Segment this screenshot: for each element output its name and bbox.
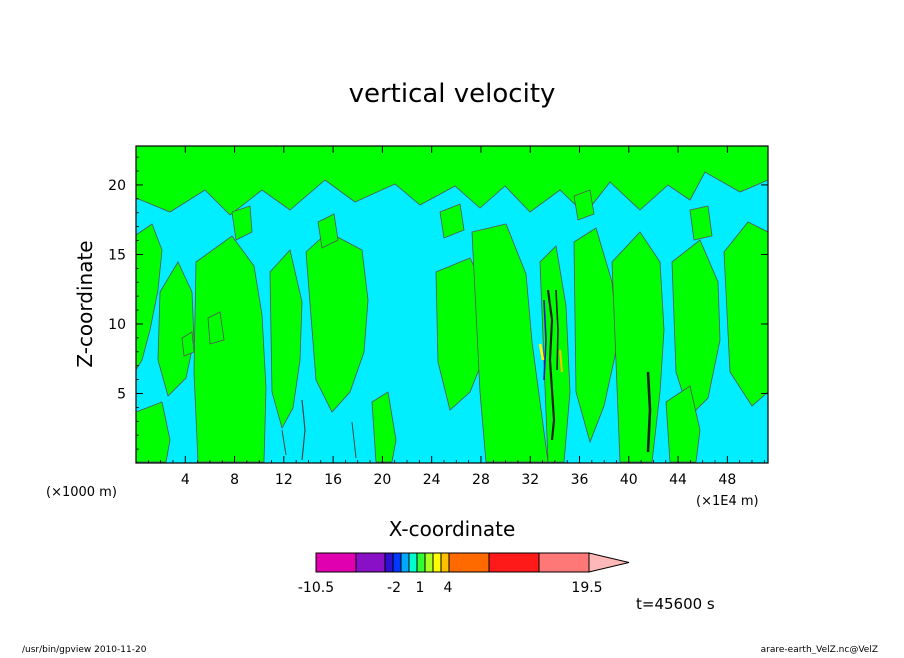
x-tick-label: 16 [324,472,342,488]
x-tick-label: 28 [472,472,490,488]
colorbar-segment [440,552,450,573]
contour-mark [301,399,306,461]
colorbar-segment [408,552,418,573]
x-axis-label: X-coordinate [389,517,516,541]
positive-region [671,239,721,417]
x-tick-label: 8 [230,472,239,488]
colorbar-segment [400,552,410,573]
contour-mark [559,349,563,373]
y-tick-label: 5 [117,386,126,402]
y-tick-label: 10 [108,317,126,333]
x-axis-ticks: 4 8 12 16 20 24 28 32 36 40 44 48 [147,146,765,488]
positive-region [439,203,465,239]
contour-field [136,146,768,463]
x-tick-label: 12 [275,472,293,488]
colorbar-extend-arrow [588,552,630,573]
footer-left: /usr/bin/gpview 2010-11-20 [22,645,147,654]
footer-right: arare-earth_VelZ.nc@VelZ [761,645,878,654]
positive-region [193,235,267,463]
x-tick-label: 20 [373,472,391,488]
colorbar-segment [538,552,590,573]
positive-region [207,311,225,345]
colorbar-label: -2 [387,580,401,596]
contour-mark [546,289,556,441]
x-tick-label: 48 [718,472,736,488]
positive-region [539,245,571,463]
colorbar-segment [432,552,442,573]
colorbar-segment [384,552,394,573]
x-tick-label: 36 [571,472,589,488]
contour-mark [538,343,545,361]
positive-region [611,231,665,463]
positive-region [181,331,195,357]
positive-region [136,223,163,371]
positive-region [371,391,397,463]
positive-region [305,231,369,413]
x-tick-label: 24 [423,472,441,488]
colorbar-labels: -10.5 -2 1 4 19.5 [298,580,603,596]
y-tick-label: 20 [108,178,126,194]
colorbar-segment [315,552,357,573]
colorbar-label: -10.5 [298,580,334,596]
positive-region [269,249,303,430]
y-tick-label: 15 [108,247,126,263]
chart-title: vertical velocity [349,79,556,109]
contour-mark [281,429,287,456]
positive-region [665,385,701,463]
x-tick-label: 4 [181,472,190,488]
x-tick-label: 32 [521,472,539,488]
colorbar-label: 1 [416,580,425,596]
x-tick-label: 44 [669,472,687,488]
positive-region [573,189,595,221]
positive-region [157,261,195,397]
y-axis-ticks: 5 10 15 20 [108,156,768,450]
colorbar [315,552,630,573]
colorbar-label: 19.5 [571,580,602,596]
positive-region [471,223,549,463]
colorbar-segment [416,552,426,573]
x-axis-unit-right: (×1E4 m) [696,494,759,509]
y-axis-label: Z-coordinate [73,240,97,367]
colorbar-label: 4 [444,580,453,596]
x-axis-unit-left: (×1000 m) [46,485,117,500]
contour-mark [555,289,559,371]
positive-region [136,401,171,463]
colorbar-segment [448,552,490,573]
colorbar-segment [488,552,540,573]
positive-region [317,213,339,249]
contour-mark [543,299,547,381]
positive-region [723,221,768,407]
positive-region [689,205,713,241]
x-tick-label: 40 [620,472,638,488]
contour-mark [646,371,652,453]
positive-region [573,227,619,444]
colorbar-segment [355,552,386,573]
contour-mark [351,421,357,459]
time-label: t=45600 s [636,595,715,613]
colorbar-segment [424,552,434,573]
positive-region [231,205,253,241]
extreme-velocity-marks [281,289,652,461]
plot-frame [135,145,769,464]
colorbar-segment [392,552,402,573]
